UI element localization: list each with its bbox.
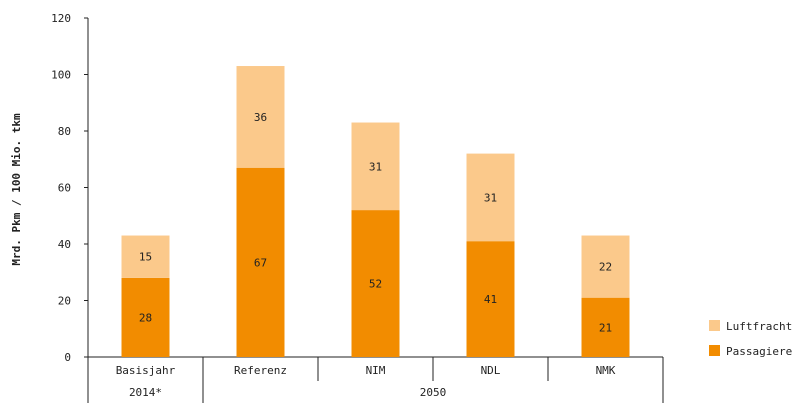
bar-value-label: 15 xyxy=(139,251,152,264)
bar-value-label: 28 xyxy=(139,311,152,324)
category-label: NMK xyxy=(596,364,616,377)
category-label: Basisjahr xyxy=(116,364,176,377)
axes: 0 20 40 60 80 100 120 Mrd. Pkm / 100 Mio. tkm Ba… xyxy=(10,12,664,403)
legend-swatch-passagiere xyxy=(709,345,720,356)
y-tick-label: 100 xyxy=(51,69,71,82)
bar-value-label: 36 xyxy=(254,111,267,124)
bar-passagiere xyxy=(581,297,630,357)
y-tick-label: 80 xyxy=(58,125,71,138)
bar-value-label: 31 xyxy=(484,191,497,204)
bar-luftfracht xyxy=(466,153,515,242)
bar-value-label: 21 xyxy=(599,321,612,334)
bar-luftfracht xyxy=(236,66,285,168)
bar-luftfracht xyxy=(351,122,400,211)
data-labels: 28 15 67 36 52 31 41 31 21 22 xyxy=(139,111,612,334)
bar-value-label: 41 xyxy=(484,293,497,306)
y-axis-title: Mrd. Pkm / 100 Mio. tkm xyxy=(10,113,23,266)
legend: Luftfracht Passagiere xyxy=(709,320,792,358)
y-tick-label: 120 xyxy=(51,12,71,25)
legend-label-passagiere: Passagiere xyxy=(726,345,792,358)
bar-value-label: 52 xyxy=(369,278,382,291)
y-tick-label: 0 xyxy=(64,351,71,364)
category-label: Referenz xyxy=(234,364,287,377)
category-label: NDL xyxy=(481,364,501,377)
bar-luftfracht xyxy=(121,235,170,278)
bar-passagiere xyxy=(466,241,515,357)
bar-value-label: 67 xyxy=(254,256,267,269)
bar-luftfracht xyxy=(581,235,630,298)
bar-value-label: 31 xyxy=(369,160,382,173)
bar-passagiere xyxy=(351,210,400,357)
group-label: 2050 xyxy=(420,386,447,399)
y-tick-label: 20 xyxy=(58,295,71,308)
y-tick-label: 40 xyxy=(58,238,71,251)
bar-passagiere xyxy=(121,277,170,357)
legend-swatch-luftfracht xyxy=(709,320,720,331)
group-label: 2014* xyxy=(129,386,162,399)
bar-value-label: 22 xyxy=(599,261,612,274)
y-tick-label: 60 xyxy=(58,182,71,195)
legend-label-luftfracht: Luftfracht xyxy=(726,320,792,333)
bar-passagiere xyxy=(236,167,285,357)
bars xyxy=(121,66,630,357)
category-label: NIM xyxy=(366,364,386,377)
